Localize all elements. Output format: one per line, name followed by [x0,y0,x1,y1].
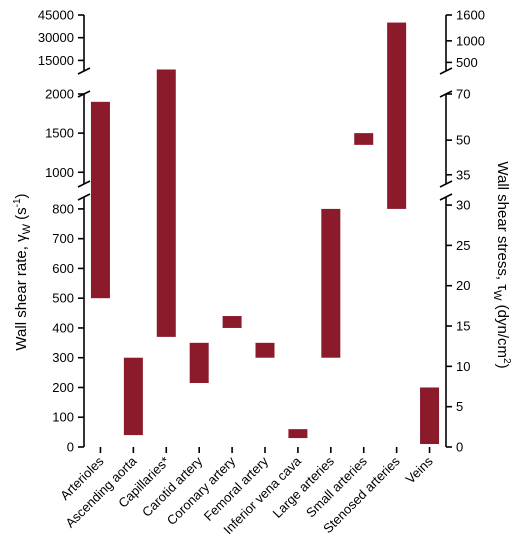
left-axis-tick-label: 400 [52,320,74,335]
left-axis-break-mark [77,180,91,188]
bar-veins [420,387,440,445]
bar-arterioles [90,101,110,299]
left-axis: 0 100 200 300 400 500 600 700 800 1000 1500 2000 150… [38,8,91,455]
right-axis-tick-label: 30 [456,198,470,213]
right-axis-tick-label: 20 [456,278,470,293]
left-axis-tick-label: 45000 [38,8,74,23]
right-axis-tick-label: 70 [456,87,470,102]
left-axis-break-mark [77,67,91,75]
left-axis-tick-label: 300 [52,350,74,365]
left-axis-tick-label: 100 [52,410,74,425]
bar-inferior-vena-cava [288,429,308,439]
left-axis-tick-label: 30000 [38,30,74,45]
left-axis-tick-label: 15000 [38,53,74,68]
bar-ascending-aorta [123,357,143,436]
left-axis-tick-label: 0 [67,440,74,455]
right-axis-tick-label: 15 [456,319,470,334]
bar-capillaries [156,69,176,337]
right-axis-tick-label: 10 [456,359,470,374]
right-axis-tick-label: 1600 [456,8,485,23]
left-axis-tick-label: 500 [52,291,74,306]
right-axis-break-mark [439,67,453,75]
right-axis-tick-label: 50 [456,133,470,148]
right-axis-tick-label: 25 [456,238,470,253]
bar-stenosed-arteries [387,22,407,209]
right-axis-title: Wall shear stress, τW (dyn/cm2) [491,161,512,368]
bar-small-arteries [354,133,374,145]
right-axis-tick-label: 500 [456,55,478,70]
bar-large-arteries [321,208,341,358]
right-axis-tick-label: 1000 [456,33,485,48]
left-axis-tick-label: 600 [52,261,74,276]
right-axis: 0 5 10 15 20 25 30 35 50 70 500 1000 1600 [439,8,485,455]
right-axis-break-mark [439,180,453,188]
right-axis-tick-label: 35 [456,167,470,182]
bars-group [90,22,440,445]
left-axis-tick-label: 700 [52,231,74,246]
bar-carotid-artery [189,342,209,384]
left-axis-tick-label: 800 [52,201,74,216]
x-tick-label: Veins [403,453,436,486]
left-axis-tick-label: 200 [52,380,74,395]
left-axis-tick-label: 2000 [45,87,74,102]
right-axis-tick-label: 5 [456,399,463,414]
left-axis-tick-label: 1000 [45,165,74,180]
bar-coronary-artery [222,316,242,328]
bar-femoral-artery [255,342,275,358]
left-axis-break-mark [77,193,91,201]
right-axis-break-mark [439,193,453,201]
right-axis-tick-label: 0 [456,440,463,455]
left-axis-title: Wall shear rate, γW (s-1) [12,193,33,350]
left-axis-tick-label: 1500 [45,126,74,141]
